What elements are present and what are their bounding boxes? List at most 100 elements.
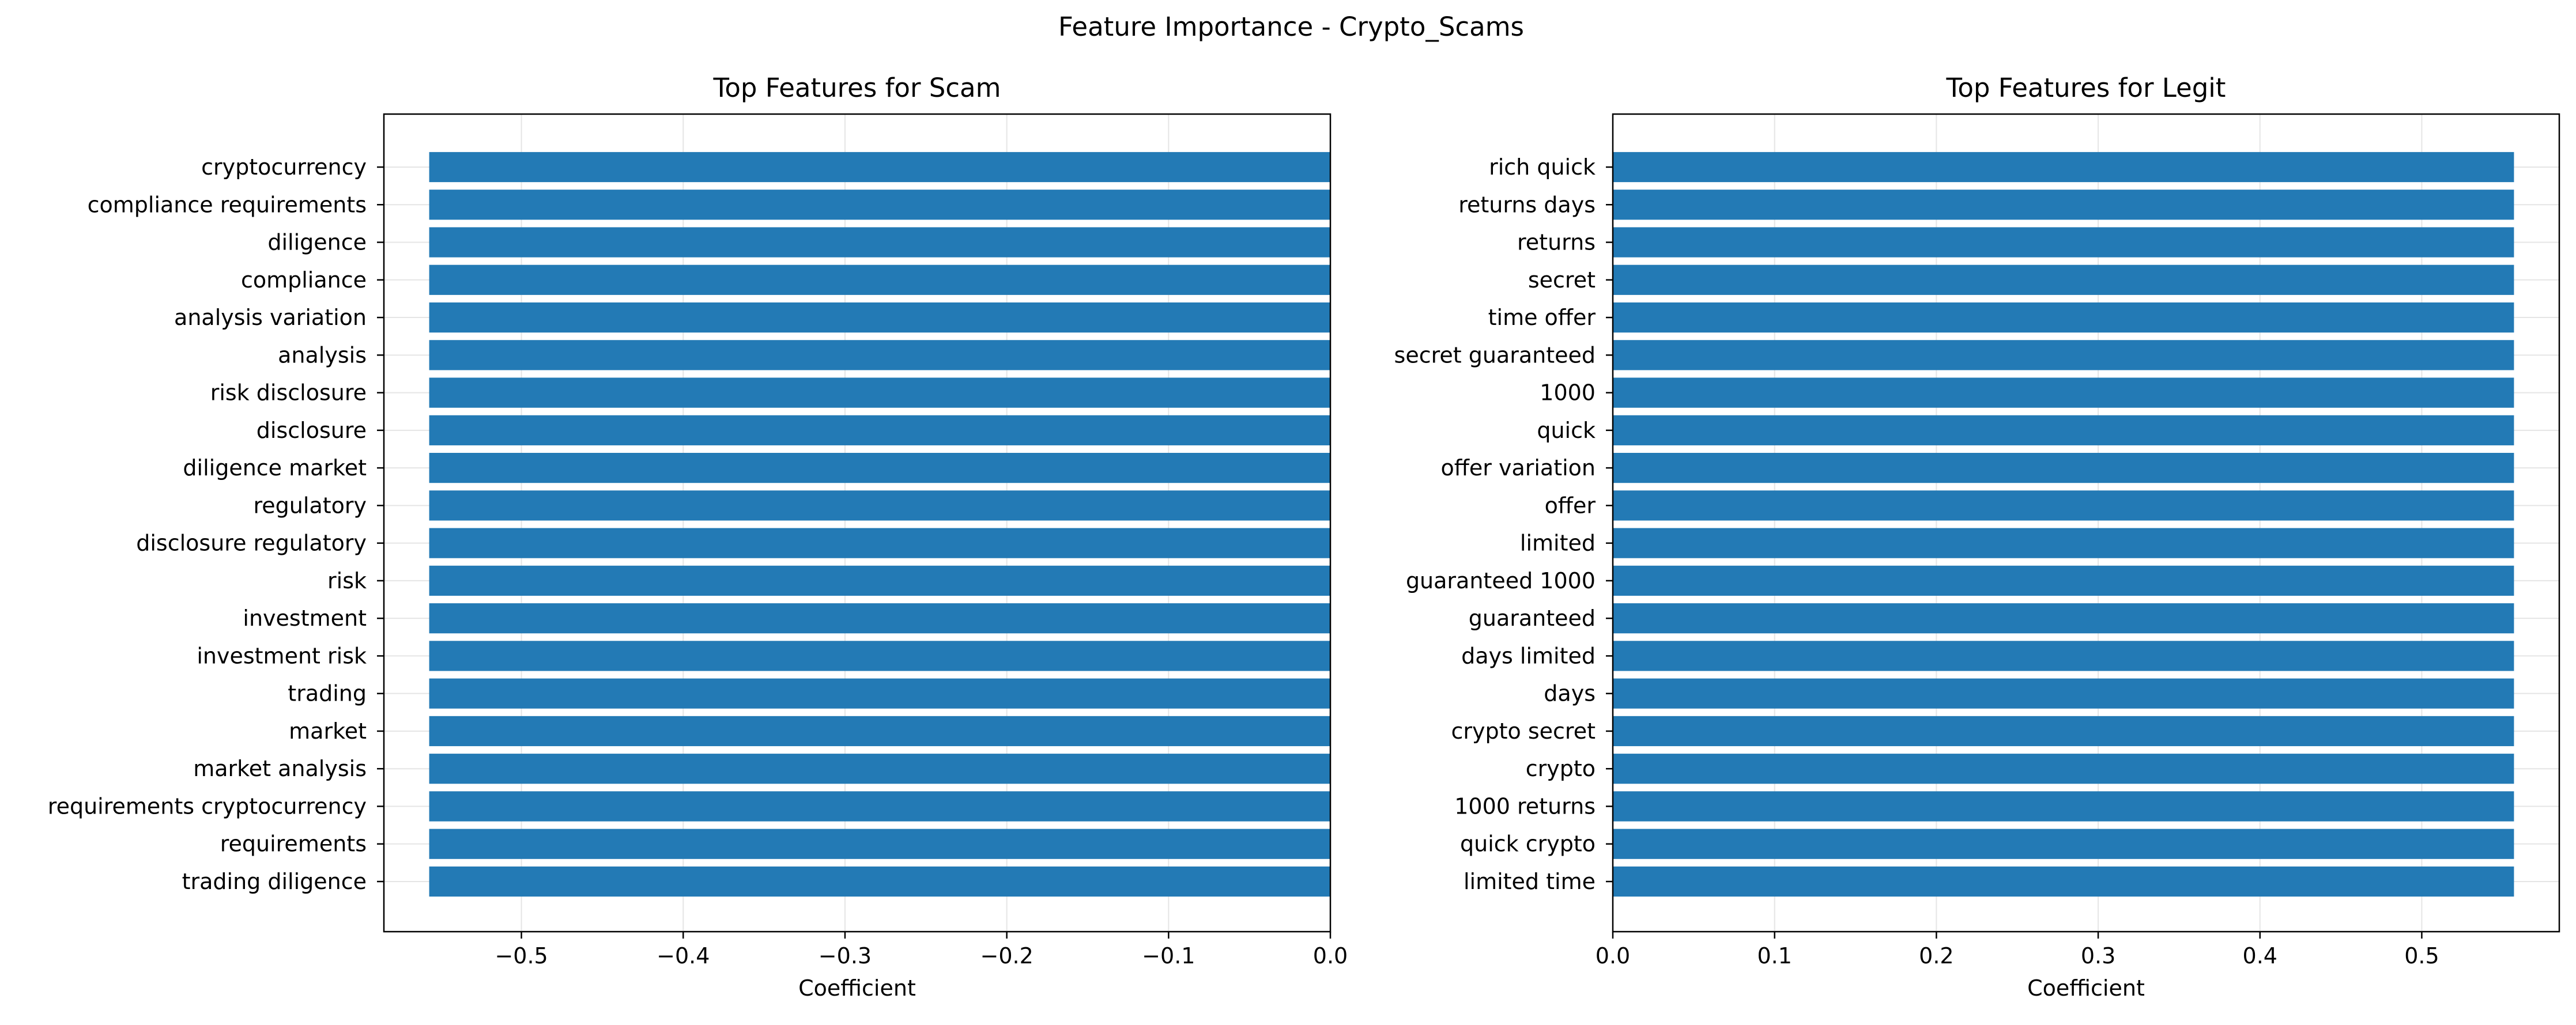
chart-2-bar bbox=[1613, 528, 2514, 558]
chart-1-bar bbox=[429, 490, 1330, 521]
chart-1-bar bbox=[429, 678, 1330, 709]
chart-2-ytick-label: 1000 bbox=[1540, 380, 1596, 406]
chart-1-bar bbox=[429, 415, 1330, 445]
chart-1-xtick-label: −0.1 bbox=[1142, 943, 1195, 969]
chart-2-ytick-label: secret guaranteed bbox=[1394, 342, 1596, 368]
chart-2-bar bbox=[1613, 829, 2514, 859]
chart-1-xtick-label: −0.4 bbox=[657, 943, 710, 969]
chart-1-ytick-label: requirements bbox=[220, 831, 367, 857]
chart-1-bar bbox=[429, 302, 1330, 333]
chart-2-ytick-label: crypto secret bbox=[1451, 718, 1596, 744]
chart-1-ytick-label: trading diligence bbox=[182, 869, 367, 894]
chart-1-xtick-label: −0.3 bbox=[819, 943, 872, 969]
chart-2-ytick-label: limited time bbox=[1464, 869, 1596, 894]
chart-1-ytick-label: analysis variation bbox=[174, 305, 367, 330]
chart-1-ytick-label: market analysis bbox=[193, 756, 367, 781]
chart-1-xtick-label: −0.5 bbox=[495, 943, 548, 969]
chart-1-bar bbox=[429, 152, 1330, 183]
chart-2-bar bbox=[1613, 603, 2514, 634]
chart-2-bar bbox=[1613, 227, 2514, 258]
chart-2-xtick-label: 0.0 bbox=[1596, 943, 1630, 969]
chart-2-ytick-label: guaranteed 1000 bbox=[1406, 568, 1596, 593]
chart-1-bar bbox=[429, 340, 1330, 370]
chart-1-ytick-label: trading bbox=[288, 681, 367, 706]
chart-1-ytick-label: investment bbox=[243, 606, 367, 631]
chart-2-xtick-label: 0.1 bbox=[1757, 943, 1791, 969]
chart-1-ytick-label: analysis bbox=[278, 342, 367, 368]
chart-2-bar bbox=[1613, 641, 2514, 671]
chart-2-bar bbox=[1613, 190, 2514, 220]
chart-2-ytick-label: time offer bbox=[1488, 305, 1596, 330]
figure-suptitle: Feature Importance - Crypto_Scams bbox=[1058, 12, 1524, 42]
chart-1-bar bbox=[429, 716, 1330, 747]
chart-1-xlabel: Coefficient bbox=[798, 975, 916, 1001]
chart-2-title: Top Features for Legit bbox=[1946, 73, 2226, 103]
chart-2-ytick-label: limited bbox=[1520, 531, 1596, 556]
chart-2-ytick-label: quick crypto bbox=[1460, 831, 1596, 857]
chart-1-ytick-label: investment risk bbox=[197, 643, 367, 668]
chart-1-ytick-label: regulatory bbox=[254, 493, 367, 518]
chart-1-bar bbox=[429, 264, 1330, 295]
chart-1-axes-frame bbox=[383, 113, 1332, 933]
chart-1-bar bbox=[429, 791, 1330, 822]
chart-2-xtick-label: 0.5 bbox=[2404, 943, 2439, 969]
chart-2-bar bbox=[1613, 415, 2514, 445]
chart-1-xtick-label: −0.2 bbox=[980, 943, 1033, 969]
chart-1-bar bbox=[429, 227, 1330, 258]
chart-2-xtick-label: 0.3 bbox=[2081, 943, 2115, 969]
chart-2-ytick-label: returns days bbox=[1458, 192, 1596, 217]
chart-2-bar bbox=[1613, 340, 2514, 370]
chart-2-ytick-label: guaranteed bbox=[1469, 606, 1596, 631]
chart-2-ytick-label: days limited bbox=[1461, 643, 1596, 668]
chart-1-bar bbox=[429, 453, 1330, 483]
chart-1-title: Top Features for Scam bbox=[713, 73, 1001, 103]
chart-1-ytick-label: compliance bbox=[241, 267, 367, 293]
chart-1-bar bbox=[429, 528, 1330, 558]
chart-1-bar bbox=[429, 190, 1330, 220]
chart-2-bar bbox=[1613, 453, 2514, 483]
chart-2-ytick-label: secret bbox=[1528, 267, 1596, 293]
chart-1-ytick-label: risk bbox=[327, 568, 367, 593]
chart-1-ytick-label: market bbox=[289, 718, 367, 744]
chart-1-ytick-label: disclosure regulatory bbox=[136, 531, 367, 556]
chart-1-bar bbox=[429, 377, 1330, 408]
chart-2-bar bbox=[1613, 490, 2514, 521]
chart-2-bar bbox=[1613, 678, 2514, 709]
chart-2-ytick-label: offer variation bbox=[1440, 455, 1596, 481]
chart-2-ytick-label: days bbox=[1544, 681, 1596, 706]
chart-1-xtick-label: 0.0 bbox=[1313, 943, 1348, 969]
chart-2-ytick-label: crypto bbox=[1526, 756, 1596, 781]
chart-2-xtick-label: 0.4 bbox=[2243, 943, 2277, 969]
chart-1-bar bbox=[429, 641, 1330, 671]
chart-1-ytick-label: diligence market bbox=[183, 455, 367, 481]
chart-2-bar bbox=[1613, 716, 2514, 747]
chart-2-bar bbox=[1613, 866, 2514, 897]
chart-2-bar bbox=[1613, 565, 2514, 596]
chart-2-bar bbox=[1613, 302, 2514, 333]
chart-1-bar bbox=[429, 565, 1330, 596]
chart-1-bar bbox=[429, 866, 1330, 897]
chart-2-ytick-label: 1000 returns bbox=[1454, 793, 1596, 819]
chart-2-ytick-label: quick bbox=[1537, 418, 1596, 443]
chart-2-bar bbox=[1613, 377, 2514, 408]
chart-2-bar bbox=[1613, 152, 2514, 183]
chart-1-ytick-label: disclosure bbox=[257, 418, 367, 443]
chart-2-xlabel: Coefficient bbox=[2027, 975, 2145, 1001]
chart-2-ytick-label: returns bbox=[1517, 230, 1596, 255]
chart-1-bar bbox=[429, 754, 1330, 784]
chart-2-bar bbox=[1613, 264, 2514, 295]
chart-2-xtick-label: 0.2 bbox=[1919, 943, 1953, 969]
chart-2-ytick-label: offer bbox=[1545, 493, 1596, 518]
chart-1-bar bbox=[429, 829, 1330, 859]
chart-1-ytick-label: diligence bbox=[267, 230, 367, 255]
chart-2-bar bbox=[1613, 791, 2514, 822]
chart-2-ytick-label: rich quick bbox=[1489, 154, 1596, 180]
chart-2-axes-frame bbox=[1612, 113, 2560, 933]
chart-2-bar bbox=[1613, 754, 2514, 784]
chart-1-ytick-label: compliance requirements bbox=[88, 192, 367, 217]
chart-1-ytick-label: cryptocurrency bbox=[201, 154, 367, 180]
chart-1-ytick-label: requirements cryptocurrency bbox=[48, 793, 367, 819]
chart-1-ytick-label: risk disclosure bbox=[210, 380, 367, 406]
chart-1-bar bbox=[429, 603, 1330, 634]
